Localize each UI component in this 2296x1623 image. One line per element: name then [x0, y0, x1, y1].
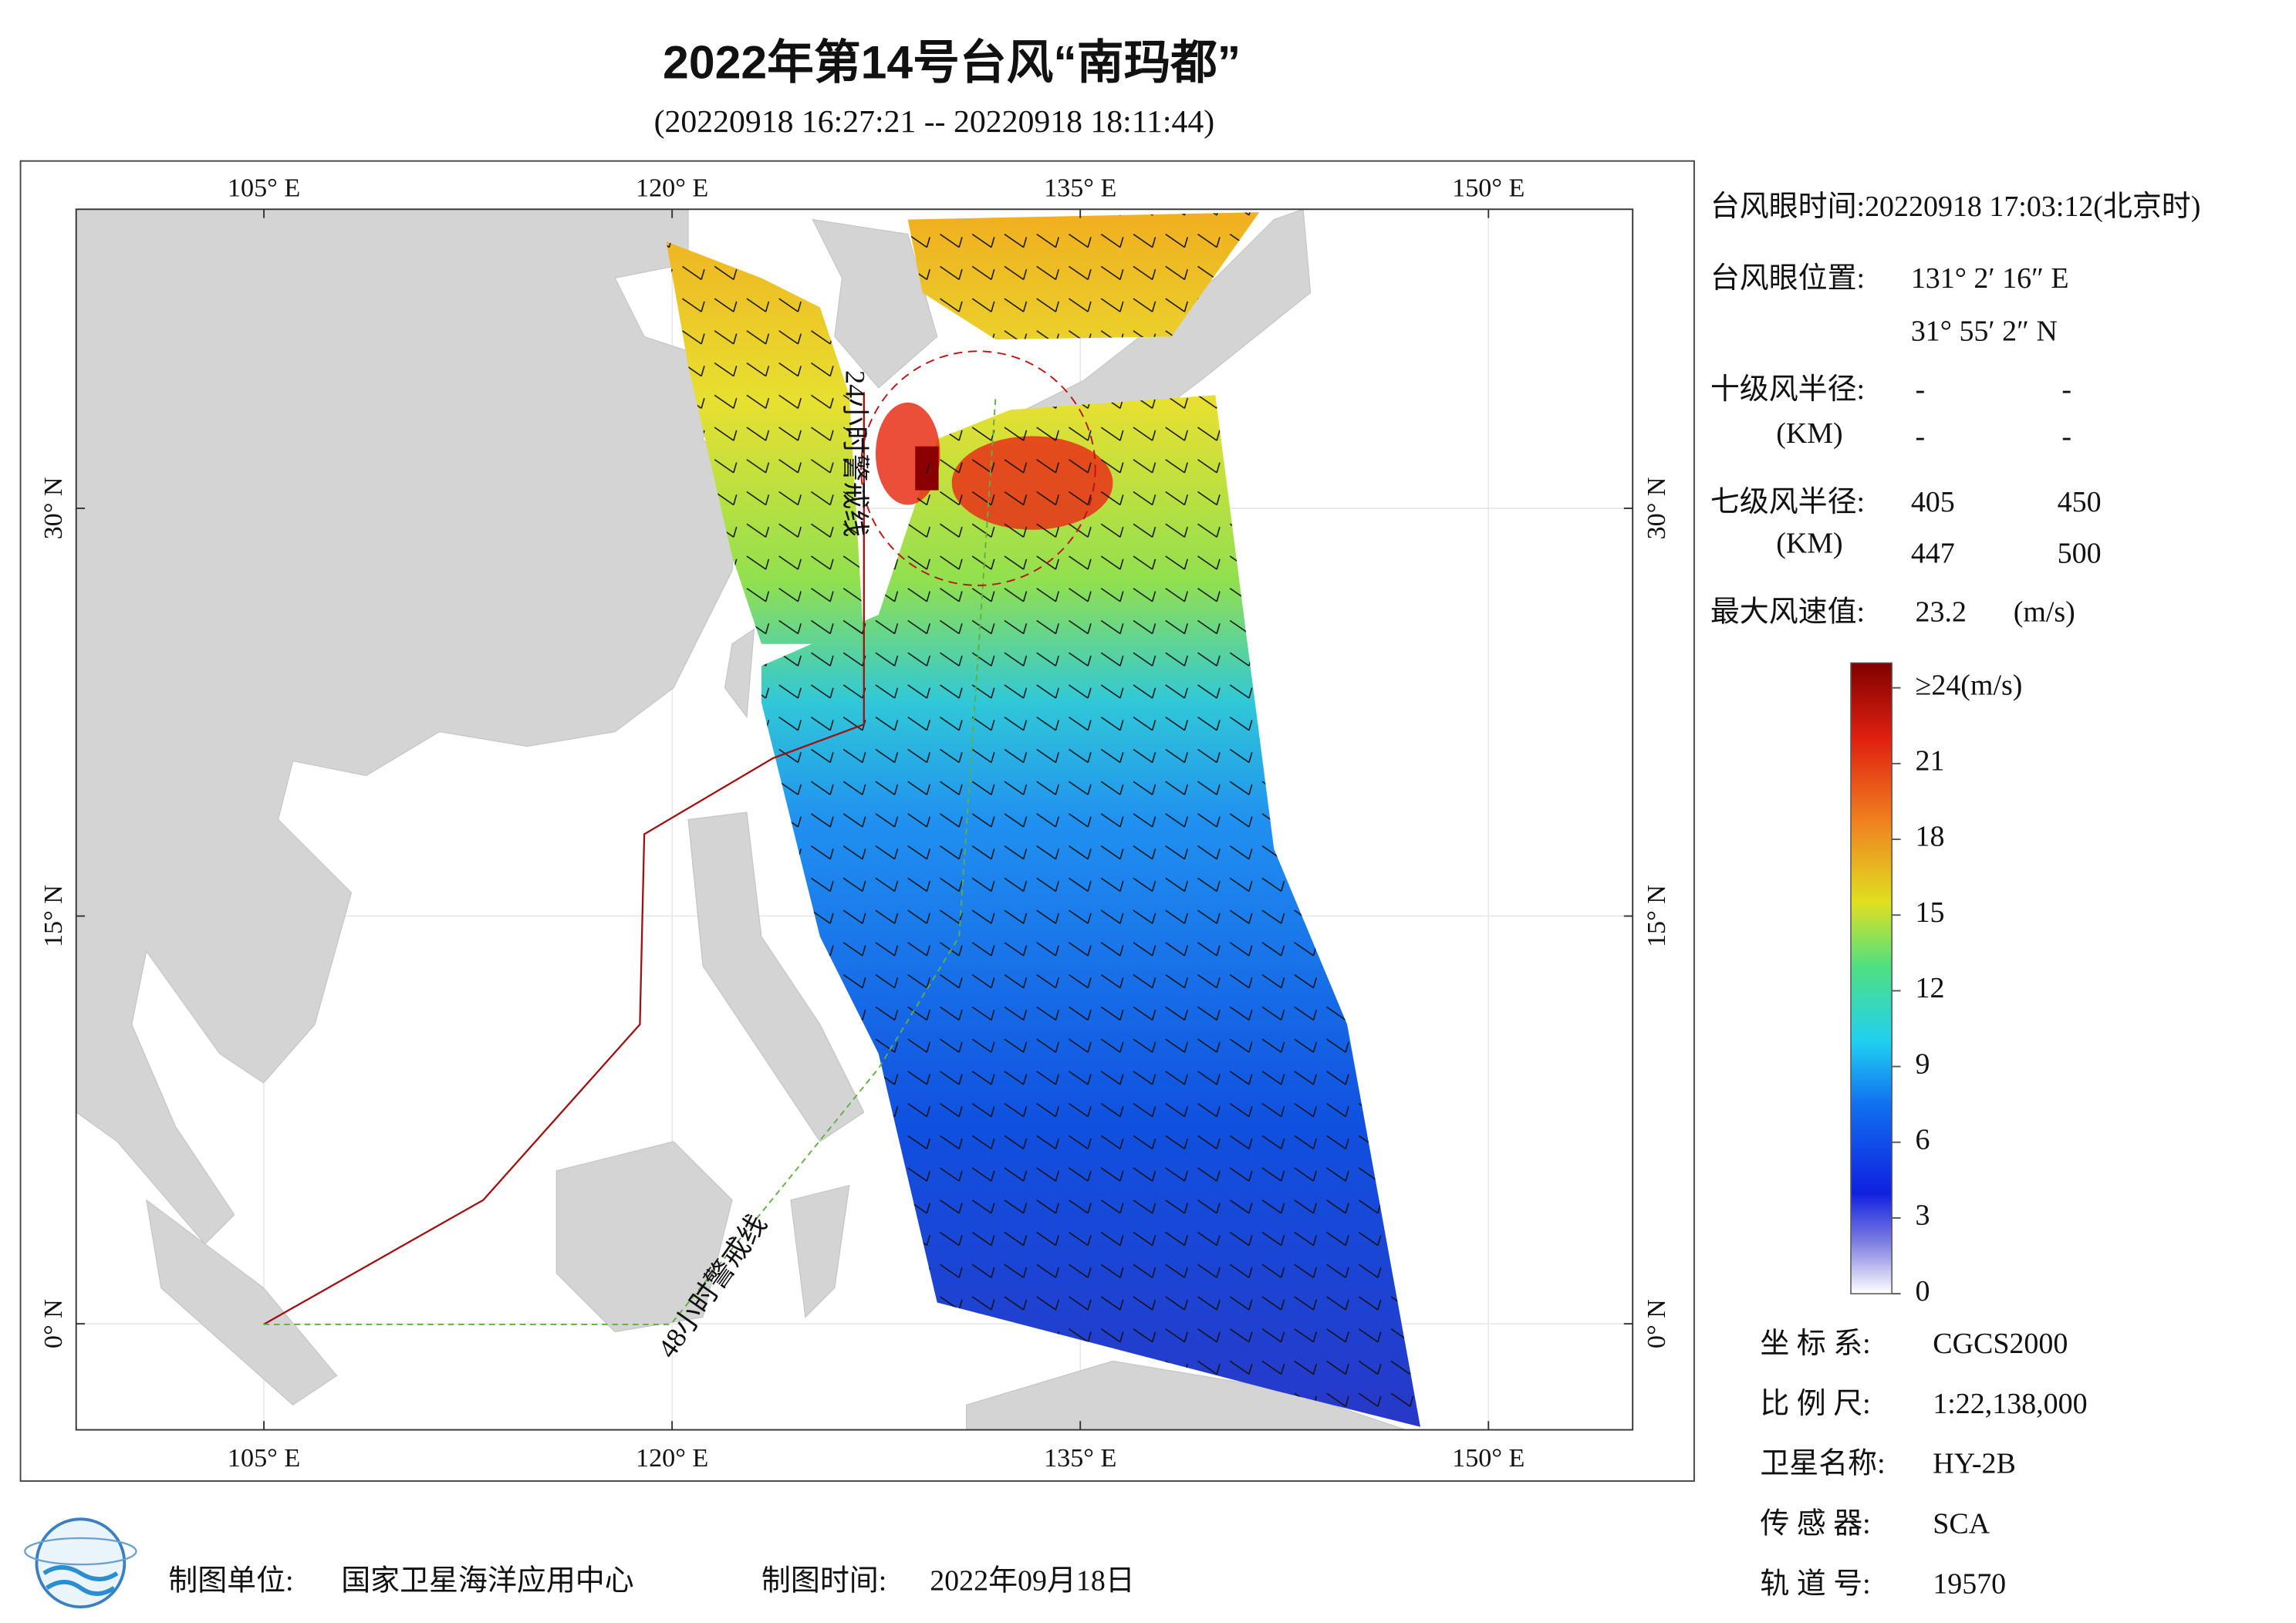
radius-10-value: - — [2061, 373, 2071, 406]
lon-label-bottom: 150° E — [1452, 1444, 1524, 1473]
taiwan — [724, 628, 755, 719]
colorbar — [1850, 662, 1893, 1294]
colorbar-ticks: 0 3 6 9 12 15 18 21 ≥24(m/s) — [1892, 669, 2023, 1308]
footer-unit: 国家卫星海洋应用中心 — [341, 1564, 633, 1597]
footer-time: 2022年09月18日 — [930, 1564, 1135, 1597]
warning-label-24h: 24小时警戒线 — [839, 370, 870, 537]
meta-label: 比 例 尺: — [1760, 1388, 1870, 1420]
footer-time-label: 制图时间: — [761, 1564, 886, 1597]
warning-line-24h — [263, 392, 865, 1325]
title: 2022年第14号台风“南玛都” — [663, 35, 1241, 88]
warning-line-48h — [263, 395, 997, 1325]
map-body: 24小时警戒线 48小时警戒线 — [76, 209, 1633, 1430]
map-frame — [75, 208, 1634, 1431]
korea — [812, 218, 938, 389]
meta-value: HY-2B — [1933, 1448, 2016, 1480]
wind-swath — [666, 212, 1421, 1427]
meta-value: CGCS2000 — [1933, 1328, 2068, 1360]
lat-label-right: 30° N — [1643, 477, 1671, 539]
borneo — [555, 1141, 733, 1333]
eye-position-label: 台风眼位置: — [1710, 262, 1865, 295]
lon-label-top: 120° E — [636, 174, 708, 202]
colorbar-label: 9 — [1916, 1048, 1930, 1080]
wind-barbs — [666, 241, 864, 644]
map-outer-frame — [19, 160, 1695, 1482]
meta-info: 坐 标 系: CGCS2000 比 例 尺: 1:22,138,000 卫星名称: HY-… — [1760, 1328, 2087, 1600]
colorbar-label: 21 — [1916, 745, 1945, 778]
lat-label-left: 30° N — [39, 477, 68, 539]
colorbar-label: 15 — [1916, 896, 1945, 929]
radius-7-value: 405 — [1911, 486, 1955, 518]
lat-label-right: 0° N — [1643, 1299, 1671, 1348]
wind-barbs — [907, 212, 1260, 340]
radius-10-value: - — [1916, 373, 1926, 406]
new-guinea — [966, 1360, 1406, 1430]
radius-7-unit: (KM) — [1776, 527, 1842, 559]
colorbar-label: 18 — [1916, 821, 1945, 853]
meta-value: 1:22,138,000 — [1933, 1388, 2087, 1420]
radius-10-value: - — [2061, 420, 2071, 453]
philippines — [687, 812, 865, 1142]
logo-waves — [42, 1565, 119, 1596]
eye-lat: 31° 55′ 2″ N — [1911, 315, 2058, 347]
colorbar-label: ≥24(m/s) — [1916, 669, 2023, 701]
lat-label-right: 15° N — [1643, 885, 1671, 947]
meta-label: 卫星名称: — [1760, 1448, 1885, 1480]
radius-7-value: 447 — [1911, 538, 1955, 570]
colorbar-label: 6 — [1916, 1123, 1930, 1156]
max-wind-label: 最大风速值: — [1710, 596, 1865, 629]
radius-10-label: 十级风半径: — [1710, 373, 1865, 406]
eye-lon: 131° 2′ 16″ E — [1911, 262, 2069, 295]
wind-radius-circle — [860, 350, 1096, 586]
colorbar-label: 0 — [1916, 1275, 1930, 1308]
logo — [24, 1517, 137, 1609]
land — [76, 209, 1406, 1430]
lon-label-bottom: 105° E — [228, 1444, 300, 1473]
eye-time: 台风眼时间:20220918 17:03:12(北京时) — [1710, 191, 2201, 223]
radius-10-unit: (KM) — [1776, 417, 1842, 450]
radius-10-value: - — [1916, 420, 1926, 453]
sulawesi — [790, 1184, 850, 1318]
lon-label-bottom: 135° E — [1044, 1444, 1116, 1473]
subtitle: (20220918 16:27:21 -- 20220918 18:11:44) — [654, 104, 1215, 140]
map-ticks: 105° E 105° E 120° E 120° E 135° E 135° E 150°… — [39, 174, 1671, 1473]
lon-label-top: 105° E — [228, 174, 300, 202]
logo-orbit — [24, 1537, 137, 1566]
logo-ring — [35, 1517, 127, 1609]
wind-barbs — [761, 395, 1421, 1427]
meta-value: 19570 — [1933, 1567, 2006, 1600]
meta-value: SCA — [1933, 1507, 1990, 1540]
max-wind-value: 23.2 — [1916, 596, 1967, 629]
meta-label: 坐 标 系: — [1760, 1328, 1870, 1360]
max-wind-unit: (m/s) — [2014, 596, 2075, 629]
footer-unit-label: 制图单位: — [168, 1564, 293, 1597]
meta-label: 传 感 器: — [1760, 1507, 1870, 1540]
lon-label-top: 135° E — [1044, 174, 1116, 202]
lat-label-left: 0° N — [39, 1299, 68, 1348]
radius-7-value: 450 — [2058, 486, 2102, 518]
colorbar-label: 12 — [1916, 972, 1945, 1004]
meta-label: 轨 道 号: — [1760, 1567, 1870, 1600]
colorbar-label: 3 — [1916, 1200, 1930, 1232]
radius-7-label: 七级风半径: — [1710, 486, 1865, 518]
lat-label-left: 15° N — [39, 885, 68, 947]
info-panel: 台风眼时间:20220918 17:03:12(北京时) 台风眼位置: 131°… — [1710, 191, 2201, 629]
sumatra — [146, 1199, 338, 1406]
radius-7-value: 500 — [2058, 538, 2102, 570]
lon-label-bottom: 120° E — [636, 1444, 708, 1473]
lon-label-top: 150° E — [1452, 174, 1524, 202]
